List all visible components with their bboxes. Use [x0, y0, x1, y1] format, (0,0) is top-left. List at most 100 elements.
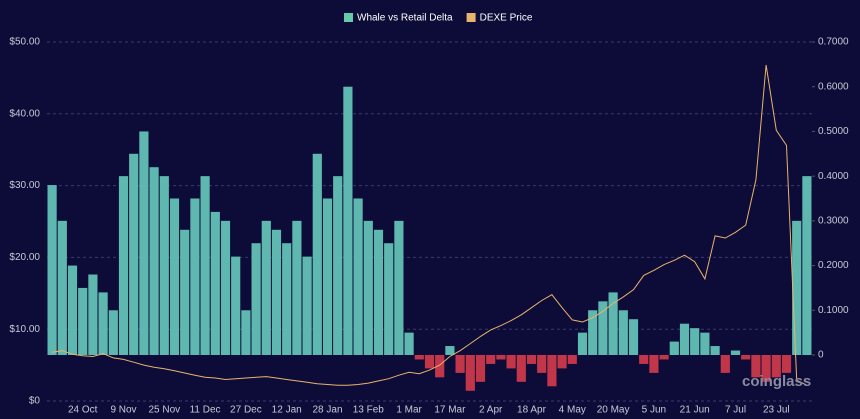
y2-tick-label: 0.6000	[818, 81, 849, 92]
bar	[496, 354, 506, 360]
bar	[333, 176, 343, 355]
bar	[414, 354, 424, 360]
x-tick-label: 21 Jun	[680, 405, 710, 416]
bar	[190, 198, 200, 355]
bar	[200, 176, 210, 355]
bar	[771, 354, 781, 378]
y-tick-label: $50.00	[9, 37, 40, 48]
legend-label: DEXE Price	[480, 13, 533, 24]
x-tick-label: 1 Mar	[396, 405, 422, 416]
bar	[781, 354, 792, 373]
y2-tick-label: 0.5000	[818, 126, 849, 137]
x-tick-label: 25 Nov	[148, 405, 180, 416]
bar	[547, 354, 557, 387]
bar	[169, 198, 180, 355]
bar	[271, 229, 282, 355]
bar	[118, 176, 129, 355]
bar	[47, 185, 57, 355]
bar	[343, 86, 353, 355]
bar	[557, 354, 567, 369]
x-tick-label: 23 Jul	[763, 405, 790, 416]
y2-tick-label: 0.4000	[818, 171, 849, 182]
bar	[312, 153, 322, 355]
bar	[475, 354, 486, 382]
bar	[669, 341, 679, 355]
y-tick-label: $20.00	[9, 252, 40, 263]
bar	[628, 319, 639, 355]
bar	[220, 220, 231, 355]
x-tick-label: 4 May	[559, 405, 586, 416]
bar	[445, 346, 455, 355]
bar	[282, 243, 292, 355]
y2-tick-label: 0.3000	[818, 215, 849, 226]
bar	[322, 198, 333, 355]
bar	[526, 354, 537, 364]
bar	[710, 346, 720, 355]
bar	[261, 220, 271, 355]
bar	[149, 167, 159, 355]
bar	[659, 354, 669, 360]
x-tick-label: 28 Jan	[312, 405, 342, 416]
x-tick-label: 2 Apr	[479, 405, 503, 416]
x-tick-label: 20 May	[597, 405, 630, 416]
bar	[639, 354, 649, 364]
watermark: coinglass	[742, 373, 811, 390]
bar	[679, 323, 690, 355]
bar	[231, 256, 241, 355]
bar	[618, 310, 628, 355]
bar	[404, 332, 414, 355]
bar	[57, 220, 67, 355]
bar	[730, 350, 741, 355]
bar	[537, 354, 547, 373]
bar	[802, 176, 812, 355]
bar	[588, 310, 598, 355]
y2-tick-label: 0.2000	[818, 260, 849, 271]
bar	[210, 211, 220, 355]
bar	[353, 198, 363, 355]
bar	[649, 354, 659, 373]
bar	[792, 220, 802, 355]
price-line	[52, 64, 808, 386]
bar	[608, 292, 618, 355]
bar	[88, 274, 98, 355]
y2-tick-label: 0.7000	[818, 37, 849, 48]
bar	[690, 328, 700, 355]
bar	[486, 354, 496, 364]
x-tick-label: 18 Apr	[517, 405, 547, 416]
bar	[394, 220, 404, 355]
x-tick-label: 11 Dec	[190, 405, 221, 416]
x-tick-label: 12 Jan	[272, 405, 302, 416]
bar	[761, 354, 771, 382]
bar	[741, 354, 751, 360]
bar	[139, 131, 149, 355]
legend-label: Whale vs Retail Delta	[357, 13, 453, 24]
x-tick-label: 24 Oct	[68, 405, 98, 416]
bar	[384, 243, 394, 355]
legend-swatch	[344, 13, 353, 22]
bar	[98, 292, 108, 355]
bar	[455, 354, 465, 373]
y2-tick-label: 0.1000	[818, 305, 849, 316]
bar	[129, 153, 139, 355]
bar	[751, 354, 761, 378]
bar	[67, 265, 78, 355]
bar	[373, 229, 384, 355]
x-tick-label: 9 Nov	[110, 405, 136, 416]
y-tick-label: $40.00	[9, 108, 40, 119]
legend-swatch	[466, 13, 476, 22]
bar	[598, 301, 608, 355]
bar	[302, 256, 312, 355]
bar	[180, 229, 190, 355]
bar	[78, 287, 88, 355]
x-tick-label: 7 Jul	[725, 405, 746, 416]
bar	[363, 220, 373, 355]
y-tick-label: $10.00	[9, 324, 40, 335]
bar	[577, 332, 588, 355]
bar	[465, 354, 475, 391]
bar	[424, 354, 435, 369]
bar	[159, 176, 169, 355]
y2-tick-label: 0	[818, 350, 824, 361]
bar	[506, 354, 516, 369]
x-tick-label: 27 Dec	[230, 405, 262, 416]
